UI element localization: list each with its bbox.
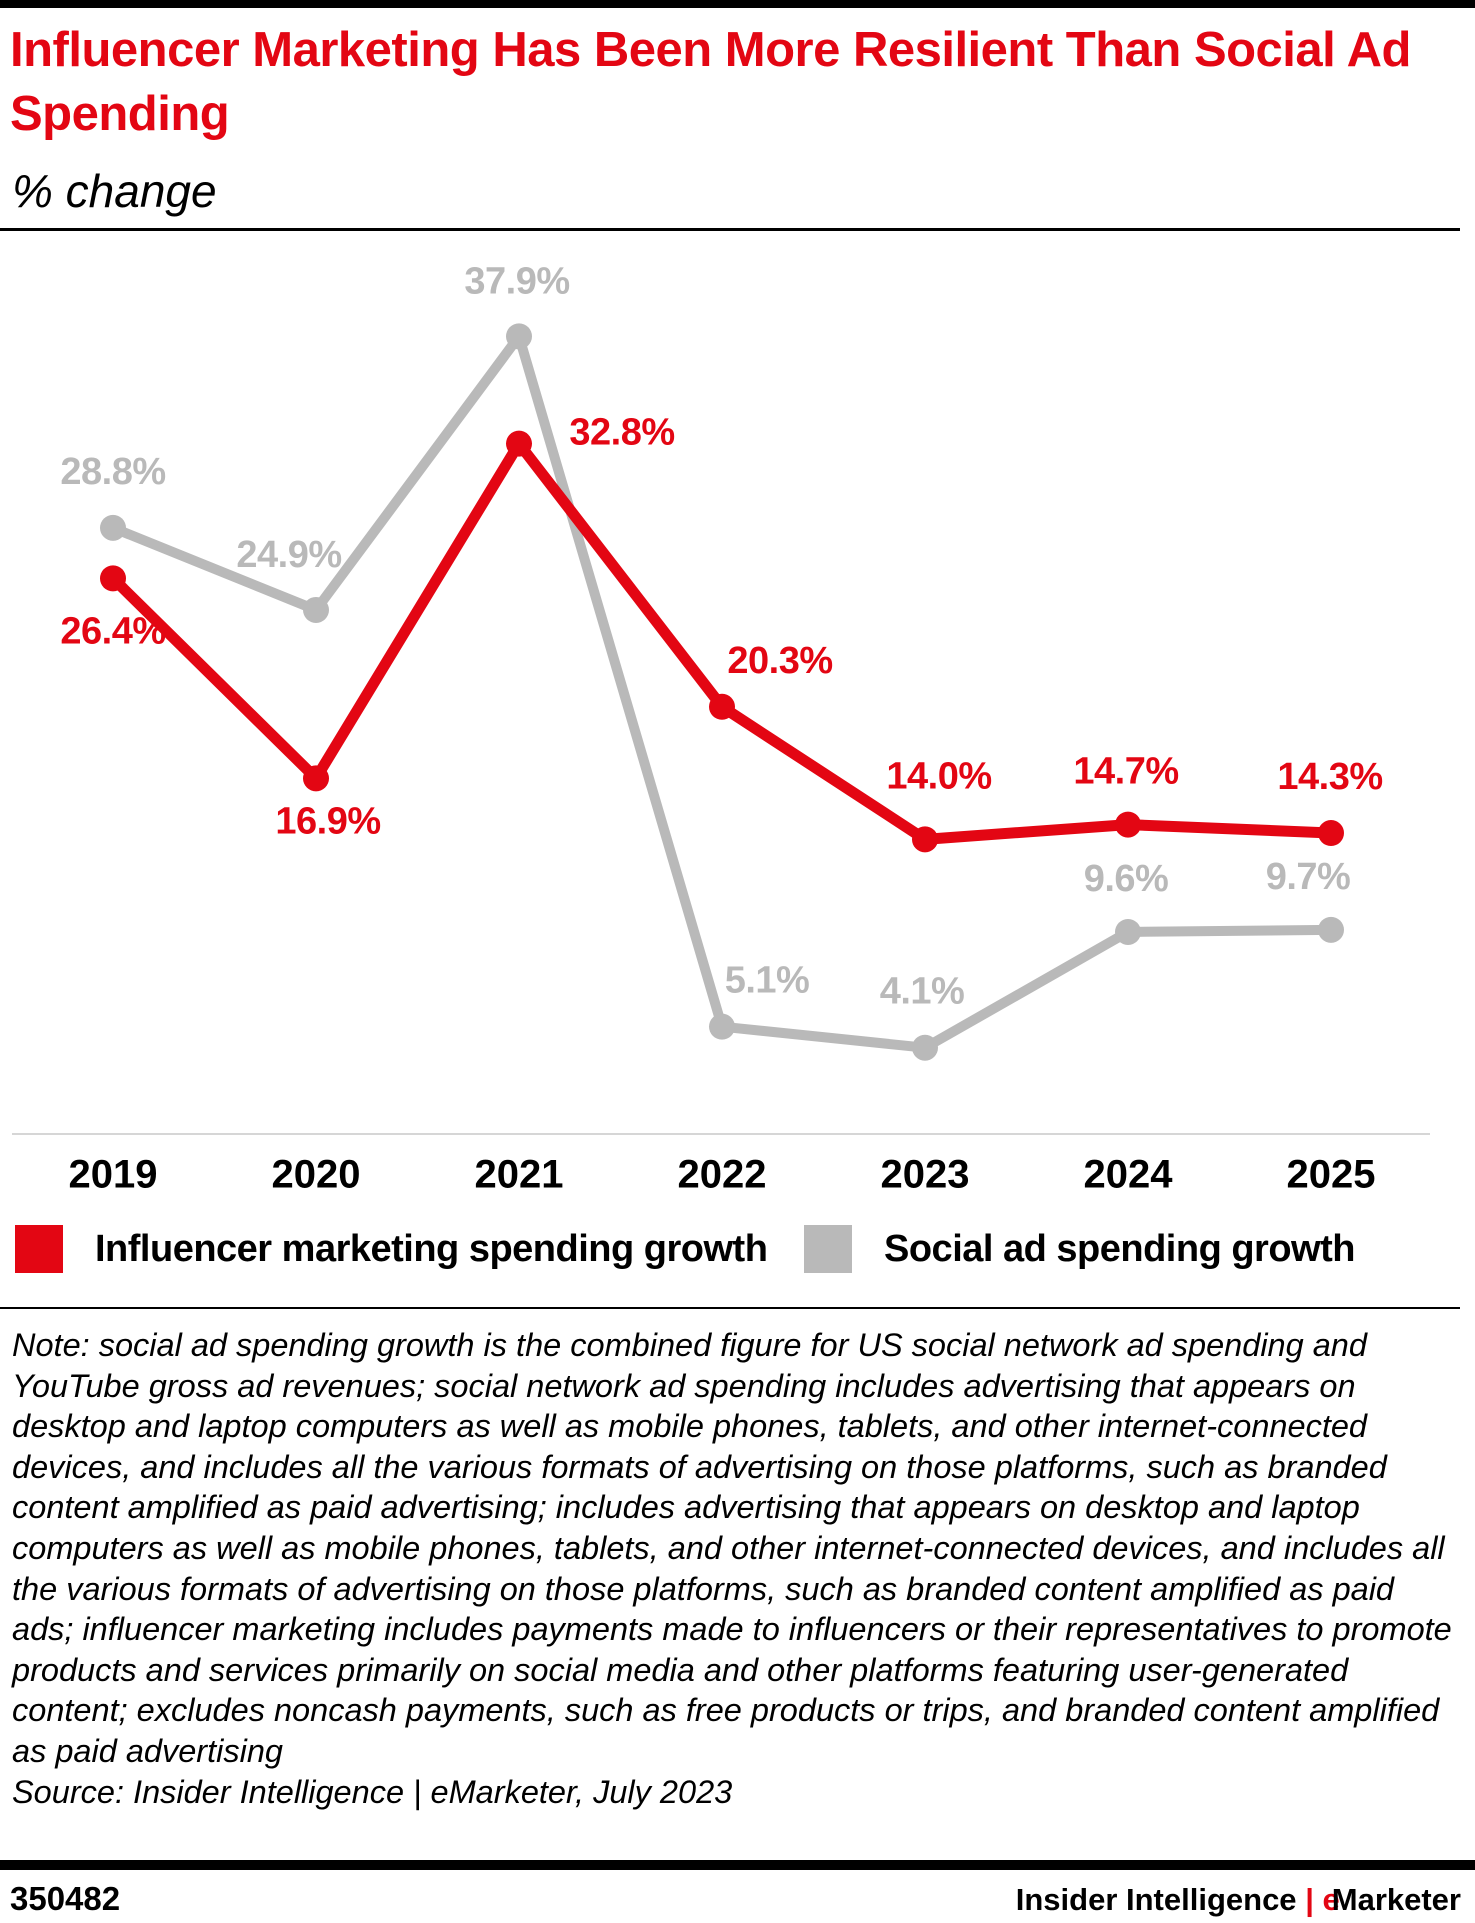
- data-point: [709, 1013, 735, 1040]
- legend-label: Social ad spending growth: [884, 1227, 1355, 1270]
- x-tick-label: 2025: [1287, 1153, 1376, 1197]
- data-point: [709, 693, 735, 720]
- data-point: [1318, 916, 1344, 943]
- data-label: 14.0%: [886, 755, 991, 797]
- data-label: 14.7%: [1073, 751, 1178, 793]
- brand: Insider Intelligence | eMarketer: [1016, 1882, 1461, 1918]
- x-tick-label: 2022: [678, 1153, 767, 1197]
- data-label: 37.9%: [464, 260, 569, 302]
- data-label: 9.6%: [1084, 858, 1169, 900]
- data-label: 9.7%: [1266, 856, 1351, 898]
- x-tick-label: 2020: [272, 1153, 361, 1197]
- brand-marketer: Marketer: [1331, 1882, 1461, 1917]
- source-text: Source: Insider Intelligence | eMarketer…: [12, 1773, 733, 1810]
- data-label: 24.9%: [236, 534, 341, 576]
- legend-item: Influencer marketing spending growth: [15, 1224, 768, 1274]
- series-line: [111, 331, 1332, 1053]
- data-label: 4.1%: [880, 971, 965, 1013]
- x-tick-label: 2021: [475, 1153, 564, 1197]
- legend-label: Influencer marketing spending growth: [95, 1227, 768, 1270]
- brand-name: Insider Intelligence: [1015, 1882, 1297, 1917]
- data-point: [1115, 918, 1141, 945]
- data-label: 16.9%: [275, 800, 380, 842]
- legend-swatch: [15, 1225, 63, 1273]
- divider: [0, 228, 1460, 231]
- note: Note: social ad spending growth is the c…: [12, 1325, 1452, 1812]
- x-tick-label: 2024: [1084, 1153, 1174, 1197]
- legend-item: Social ad spending growth: [804, 1224, 1355, 1274]
- chart: 2019 2020 2021 2022 2023 2024 2025 28.8% 24.9% 37…: [12, 260, 1430, 1197]
- chart-title: Influencer Marketing Has Been More Resil…: [10, 23, 1411, 141]
- data-label: 20.3%: [727, 640, 832, 682]
- data-point: [100, 565, 126, 592]
- data-label: 5.1%: [725, 960, 810, 1002]
- data-point: [912, 826, 938, 853]
- data-point: [1115, 811, 1141, 838]
- data-label: 28.8%: [60, 451, 165, 493]
- data-label: 32.8%: [569, 412, 674, 454]
- chart-id: 350482: [10, 1880, 121, 1917]
- chart-subtitle: % change: [12, 165, 217, 217]
- note-text: Note: social ad spending growth is the c…: [12, 1327, 1452, 1769]
- data-point: [506, 430, 532, 457]
- data-point: [303, 596, 329, 623]
- legend-swatch: [804, 1225, 852, 1273]
- brand-separator: |: [1305, 1882, 1314, 1917]
- bottom-bar: [0, 1860, 1475, 1870]
- data-point: [912, 1034, 938, 1061]
- data-point: [100, 514, 126, 541]
- data-point: [1318, 820, 1344, 847]
- data-point: [303, 765, 329, 792]
- divider: [0, 1307, 1460, 1309]
- top-bar: [0, 0, 1475, 8]
- x-tick-label: 2019: [69, 1153, 158, 1197]
- data-point: [506, 323, 532, 350]
- data-label: 26.4%: [60, 610, 165, 652]
- data-label: 14.3%: [1277, 756, 1382, 798]
- x-tick-label: 2023: [881, 1153, 970, 1197]
- brand-e: e: [1322, 1882, 1340, 1917]
